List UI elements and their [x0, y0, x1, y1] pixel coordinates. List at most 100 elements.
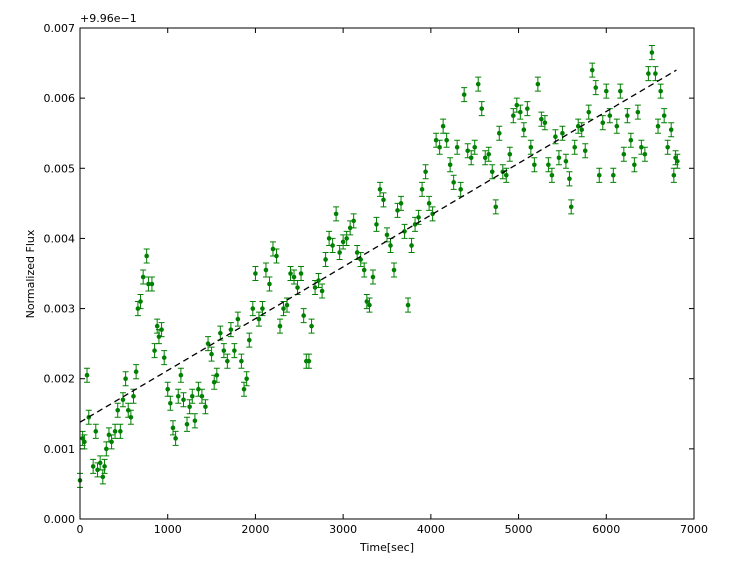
data-point — [671, 173, 677, 178]
data-point — [288, 271, 293, 276]
data-point — [433, 137, 439, 143]
data-point — [521, 127, 527, 133]
data-point — [395, 208, 400, 213]
data-point — [628, 137, 634, 143]
data-point — [128, 414, 134, 420]
x-tick-label: 3000 — [329, 523, 357, 536]
data-point — [203, 404, 208, 410]
data-point — [140, 274, 146, 280]
x-axis-label: Time[sec] — [359, 541, 414, 554]
data-point — [482, 155, 488, 161]
data-point — [454, 144, 460, 150]
data-point — [123, 376, 128, 382]
data-point — [330, 243, 335, 248]
data-point — [93, 429, 99, 434]
data-point — [625, 113, 630, 118]
data-point — [109, 439, 114, 445]
data-point — [374, 222, 379, 227]
data-point — [131, 393, 136, 399]
data-point — [115, 407, 121, 413]
x-tick-label: 0 — [77, 523, 84, 536]
data-point — [567, 176, 572, 182]
data-point — [572, 144, 578, 150]
data-point — [586, 109, 592, 115]
data-point — [102, 464, 107, 469]
data-point — [244, 376, 249, 382]
data-point — [658, 88, 663, 94]
data-point — [146, 281, 151, 287]
data-point — [291, 274, 297, 280]
data-point — [514, 102, 520, 108]
data-point — [668, 127, 674, 133]
data-point — [344, 236, 349, 241]
data-point — [493, 204, 499, 210]
data-point — [228, 327, 234, 332]
data-point — [553, 134, 558, 140]
data-point — [496, 130, 502, 136]
data-point — [246, 337, 252, 343]
data-point — [444, 137, 449, 143]
data-point — [549, 173, 555, 178]
data-point — [187, 404, 192, 410]
data-point — [319, 288, 325, 294]
data-point — [614, 123, 620, 129]
data-point — [618, 88, 623, 94]
data-point — [120, 397, 126, 403]
data-point — [611, 173, 616, 178]
data-point — [274, 253, 279, 259]
data-point — [260, 306, 265, 311]
data-point — [575, 123, 581, 129]
data-point — [468, 155, 474, 161]
data-point — [312, 285, 318, 290]
x-tick-label: 4000 — [417, 523, 445, 536]
data-point — [556, 155, 562, 161]
data-point — [646, 71, 651, 76]
data-point — [298, 271, 304, 276]
data-point — [337, 250, 342, 255]
data-point — [232, 348, 237, 353]
data-point — [165, 386, 171, 392]
data-point — [152, 348, 157, 353]
data-point — [430, 211, 435, 217]
data-point — [542, 120, 548, 125]
data-point — [149, 281, 155, 287]
x-tick-label: 1000 — [154, 523, 182, 536]
data-point — [214, 372, 220, 378]
data-point — [84, 372, 90, 378]
data-point — [90, 464, 96, 469]
data-point — [205, 341, 211, 346]
data-point — [621, 151, 627, 157]
data-point — [225, 358, 230, 364]
data-point — [419, 187, 425, 192]
data-point — [333, 211, 339, 217]
data-point — [416, 215, 421, 220]
fit-line — [79, 69, 677, 423]
data-point — [560, 130, 565, 136]
data-point — [358, 257, 363, 262]
data-point — [218, 330, 223, 336]
data-point — [377, 187, 383, 192]
data-point — [199, 393, 205, 399]
data-point — [381, 197, 386, 203]
data-point — [306, 358, 312, 364]
data-point — [354, 250, 360, 255]
data-point — [437, 144, 442, 150]
data-point — [351, 218, 356, 224]
y-tick-label: 0.003 — [44, 303, 76, 316]
y-tick-label: 0.002 — [44, 373, 76, 386]
data-point — [546, 162, 551, 168]
data-point — [649, 50, 655, 55]
data-point — [284, 302, 290, 308]
data-point — [579, 127, 585, 133]
data-point — [582, 148, 588, 154]
data-point — [221, 348, 227, 353]
data-point — [323, 257, 328, 262]
data-point — [402, 229, 407, 234]
data-point — [398, 201, 404, 206]
data-point — [173, 436, 178, 441]
data-point — [181, 397, 186, 403]
data-point — [653, 71, 658, 76]
data-point — [267, 281, 272, 287]
data-point — [589, 67, 595, 73]
data-point — [673, 155, 678, 161]
